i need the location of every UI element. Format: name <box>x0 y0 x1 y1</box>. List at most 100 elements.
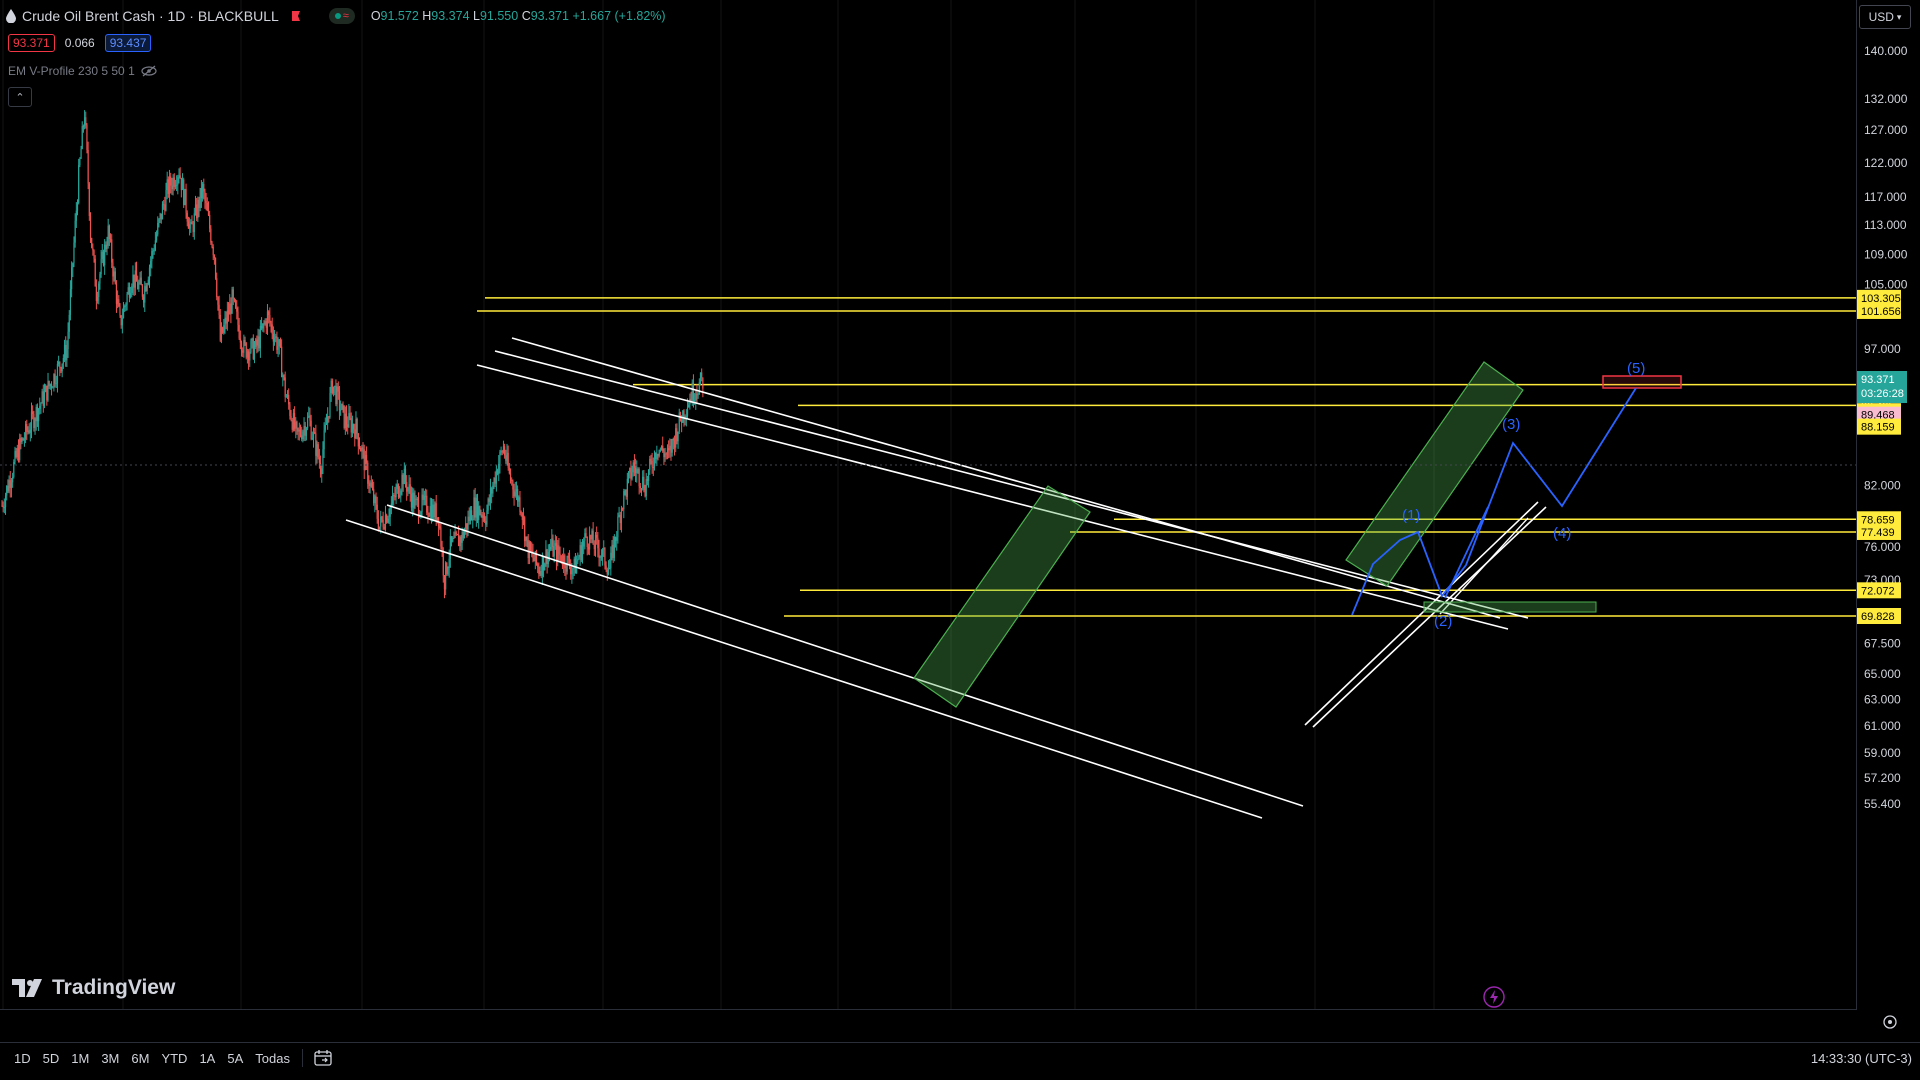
candle-body <box>277 346 279 350</box>
candle-body <box>197 199 199 219</box>
sell-price-button[interactable]: 93.371 <box>8 34 55 52</box>
candle-body <box>126 293 128 305</box>
candle-body <box>395 488 397 498</box>
candle-body <box>620 508 623 524</box>
candle-body <box>540 571 542 576</box>
candle-body <box>101 251 103 260</box>
candle-body <box>390 503 392 508</box>
candle-body <box>427 512 429 516</box>
eye-hidden-icon[interactable] <box>141 65 157 77</box>
candle-body <box>692 382 695 401</box>
candle-body <box>76 202 79 211</box>
candle-body <box>363 449 365 471</box>
candle-body <box>515 488 518 492</box>
candle-body <box>669 445 671 451</box>
candle-body <box>699 372 702 383</box>
range-button-6m[interactable]: 6M <box>131 1050 150 1066</box>
candle-body <box>525 536 527 542</box>
range-button-todas[interactable]: Todas <box>255 1050 290 1066</box>
candle-body <box>63 344 66 358</box>
buy-price-button[interactable]: 93.437 <box>104 34 152 52</box>
candle-body <box>505 455 507 461</box>
market-status-pill[interactable]: ≈ <box>328 8 355 24</box>
collapse-legend-button[interactable]: ⌃ <box>8 87 32 107</box>
settings-gear-icon[interactable] <box>1882 1014 1898 1030</box>
candle-body <box>561 562 564 566</box>
rising-channel-3 <box>1439 517 1529 615</box>
price-scale[interactable] <box>1856 0 1920 1010</box>
candle-body <box>586 536 588 548</box>
candle-body <box>87 149 89 184</box>
candle-body <box>91 237 93 248</box>
range-button-5a[interactable]: 5A <box>227 1050 244 1066</box>
candle-body <box>701 372 703 378</box>
red-flag-icon[interactable] <box>291 11 301 21</box>
candle-body <box>550 547 552 550</box>
candle-body <box>303 425 305 432</box>
candle-body <box>681 420 683 423</box>
candle-body <box>342 403 344 406</box>
candle-body <box>144 286 146 303</box>
candle-body <box>159 213 161 220</box>
candle-body <box>184 188 186 206</box>
clock-timezone[interactable]: 14:33:30 (UTC-3) <box>1810 1050 1912 1066</box>
candle-body <box>152 250 154 252</box>
candle-body <box>502 446 505 453</box>
candle-body <box>190 222 192 225</box>
range-button-5d[interactable]: 5D <box>42 1050 60 1066</box>
candle-body <box>471 510 473 521</box>
candle-body <box>264 321 266 325</box>
candle-body <box>74 220 76 243</box>
candle-body <box>442 550 444 576</box>
candle-body <box>35 406 37 422</box>
candle-body <box>318 457 320 463</box>
currency-selector[interactable]: USD ▾ <box>1859 5 1911 29</box>
candle-body <box>112 262 114 277</box>
candle-body <box>34 421 36 429</box>
candle-body <box>508 467 510 474</box>
candle-body <box>482 515 484 518</box>
candle-body <box>541 555 543 576</box>
candle-body <box>639 486 641 489</box>
candle-body <box>485 521 487 525</box>
chevron-up-icon: ⌃ <box>15 91 25 104</box>
candle-body <box>308 415 310 418</box>
symbol-title[interactable]: Crude Oil Brent Cash · 1D · BLACKBULL <box>22 8 279 24</box>
candle-body <box>286 394 289 397</box>
calendar-goto-icon[interactable] <box>313 1049 333 1067</box>
candle-body <box>412 492 414 508</box>
range-button-1m[interactable]: 1M <box>71 1050 90 1066</box>
candle-body <box>297 428 299 432</box>
candle-body <box>185 188 187 213</box>
lightning-icon[interactable] <box>1483 986 1505 1008</box>
candle-body <box>4 495 7 508</box>
price-chart[interactable]: (1) (2) (3) (4) (5) 2022MarMayoJulSepNov… <box>0 0 1920 1010</box>
candle-body <box>512 480 514 490</box>
candle-body <box>493 477 495 486</box>
candle-body <box>316 444 318 456</box>
candle-body <box>475 497 477 518</box>
candle-body <box>441 546 443 551</box>
candle-body <box>45 385 47 392</box>
candle-body <box>253 347 256 359</box>
candle-body <box>450 536 453 542</box>
range-button-1a[interactable]: 1A <box>199 1050 216 1066</box>
candle-body <box>393 495 395 497</box>
range-button-ytd[interactable]: YTD <box>161 1050 188 1066</box>
candle-body <box>626 478 628 497</box>
range-button-3m[interactable]: 3M <box>101 1050 120 1066</box>
candle-body <box>603 548 605 550</box>
candle-body <box>341 403 343 410</box>
tradingview-logo[interactable]: TradingView <box>12 976 175 1000</box>
wave-label-2: (2) <box>1434 613 1452 630</box>
candle-body <box>371 486 374 490</box>
candle-body <box>494 477 496 484</box>
candle-body <box>374 496 376 504</box>
candle-body <box>460 536 462 543</box>
candle-body <box>436 517 438 522</box>
range-button-1d[interactable]: 1D <box>14 1050 31 1066</box>
candle-body <box>37 408 40 422</box>
indicator-legend[interactable]: EM V-Profile 230 5 50 1 <box>8 64 157 78</box>
candle-body <box>665 453 667 455</box>
candle-body <box>258 336 260 349</box>
